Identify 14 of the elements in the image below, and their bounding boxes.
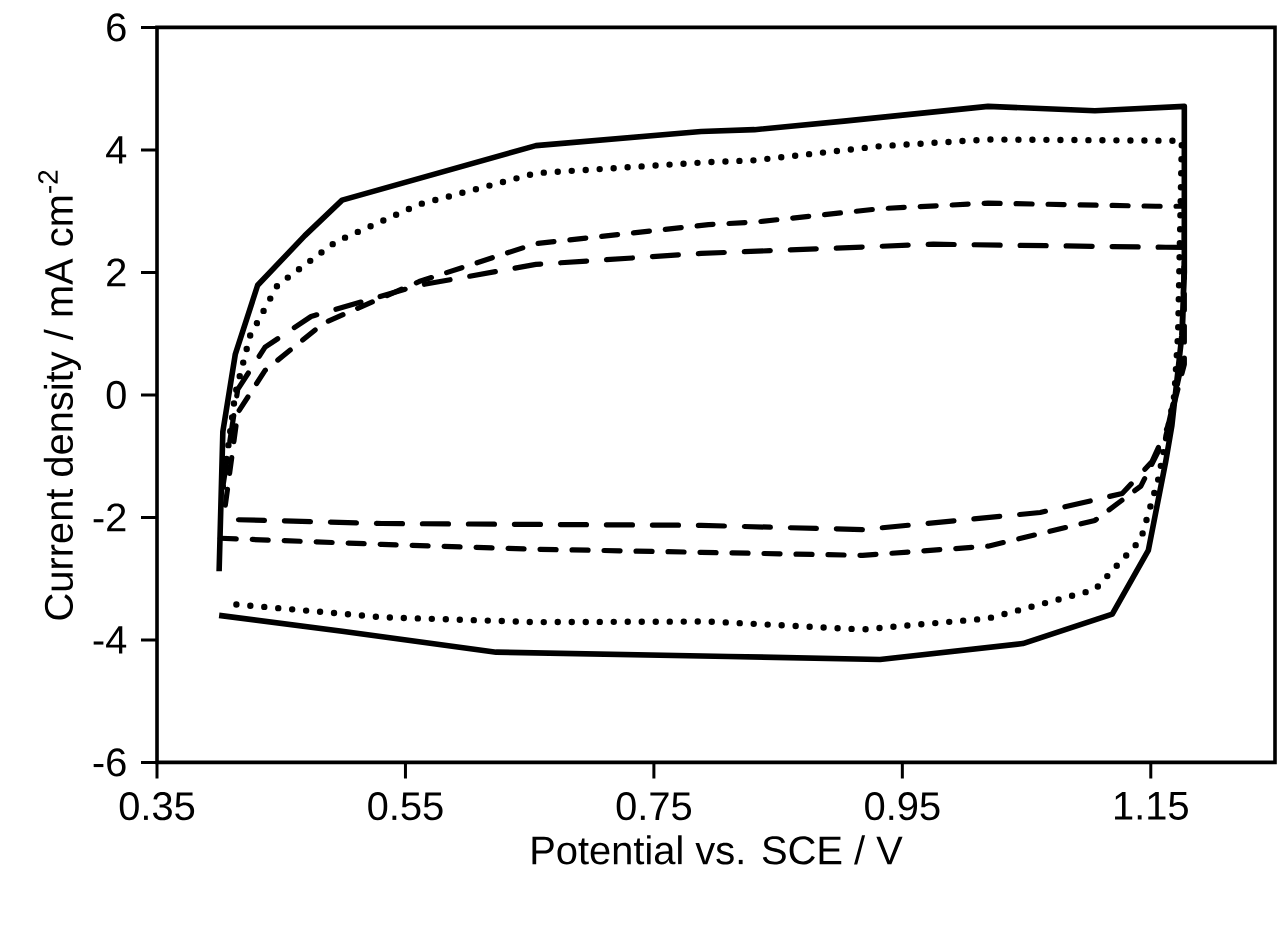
- x-axis-title: Potential vs. SCE / V: [532, 835, 903, 865]
- x-tick-label: 0.55: [368, 791, 443, 821]
- y-tick-label: 0: [106, 380, 126, 409]
- y-tick-label: -2: [93, 503, 126, 532]
- x-tick-label: 0.95: [865, 791, 940, 821]
- x-tick-label: 0.35: [119, 791, 195, 821]
- y-axis-title: Current density / mA cm$^{-2}$: [38, 170, 81, 620]
- y-tick-label: -4: [93, 626, 127, 654]
- x-tick-label: 1.15: [1115, 791, 1188, 820]
- y-tick-label: 4: [106, 135, 127, 164]
- y-tick-label: -6: [93, 748, 126, 777]
- x-tick-label: 0.75: [616, 791, 692, 821]
- y-tick-label: 2: [107, 258, 126, 287]
- y-tick-label: 6: [107, 13, 126, 42]
